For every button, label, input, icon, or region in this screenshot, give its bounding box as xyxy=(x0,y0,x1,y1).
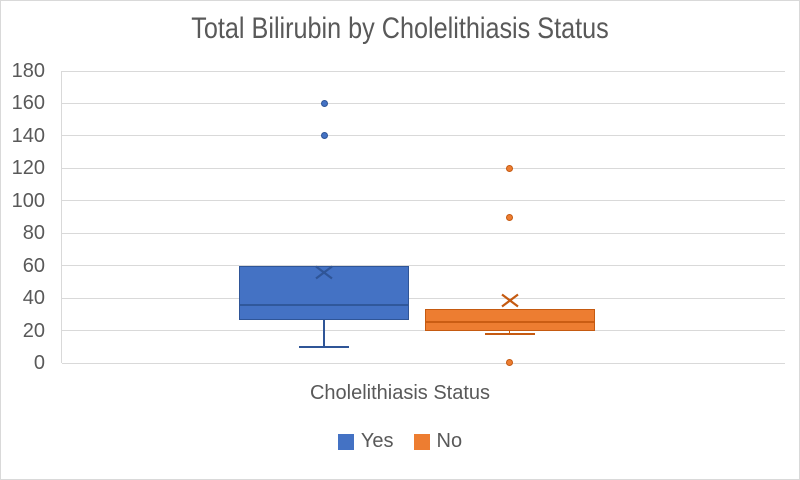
whisker-cap-yes xyxy=(299,346,349,348)
y-tick-label-100: 100 xyxy=(11,189,45,212)
gridline-y-0 xyxy=(62,362,785,364)
x-marker-icon xyxy=(500,293,519,308)
gridline-y-160 xyxy=(62,102,785,104)
gridline-y-40 xyxy=(62,297,785,299)
median-line-no xyxy=(424,320,595,323)
gridline-y-80 xyxy=(62,232,785,234)
gridline-y-20 xyxy=(62,330,785,332)
chart-title: Total Bilirubin by Cholelithiasis Status xyxy=(191,12,609,45)
legend-item-yes[interactable]: Yes xyxy=(337,430,394,453)
legend-swatch-no xyxy=(413,433,430,450)
gridline-y-60 xyxy=(62,265,785,267)
legend-label-no: No xyxy=(436,430,463,452)
mean-marker-yes[interactable] xyxy=(313,264,335,281)
outlier-dot-yes-140[interactable] xyxy=(320,132,328,140)
legend-label-yes: Yes xyxy=(360,430,394,452)
y-tick-label-60: 60 xyxy=(22,254,45,277)
outlier-dot-no-90[interactable] xyxy=(506,213,513,221)
whisker-stem-yes xyxy=(323,320,325,347)
median-line-yes xyxy=(239,304,409,307)
gridline-y-120 xyxy=(62,167,785,169)
outlier-dot-no-0.5[interactable] xyxy=(506,358,513,366)
gridline-y-180 xyxy=(62,70,785,72)
plot-area xyxy=(61,70,785,366)
x-marker-icon xyxy=(315,265,333,280)
whisker-stem-no xyxy=(508,331,511,334)
outlier-dot-yes-160[interactable] xyxy=(320,99,328,107)
mean-marker-no[interactable] xyxy=(499,292,521,309)
gridline-y-100 xyxy=(62,200,785,202)
legend-swatch-yes xyxy=(337,433,354,450)
legend: Yes No xyxy=(1,430,799,453)
x-axis-title: Cholelithiasis Status xyxy=(309,382,491,404)
whisker-cap-no xyxy=(484,333,535,335)
y-axis-line xyxy=(61,71,62,363)
box-yes[interactable] xyxy=(239,266,409,320)
y-axis-labels: 0 20 40 60 80 100 120 140 160 180 xyxy=(1,1,49,479)
y-tick-label-40: 40 xyxy=(22,287,45,310)
legend-item-no[interactable]: No xyxy=(413,430,463,453)
y-tick-label-180: 180 xyxy=(11,60,45,82)
outlier-dot-no-120[interactable] xyxy=(506,164,513,172)
gridline-y-140 xyxy=(62,135,785,137)
y-tick-label-140: 140 xyxy=(11,124,45,147)
y-tick-label-120: 120 xyxy=(11,157,45,180)
y-tick-label-0: 0 xyxy=(33,352,45,374)
y-tick-label-20: 20 xyxy=(22,319,45,342)
y-tick-label-80: 80 xyxy=(22,222,45,245)
box-no[interactable] xyxy=(424,308,595,332)
y-tick-label-160: 160 xyxy=(11,92,45,115)
